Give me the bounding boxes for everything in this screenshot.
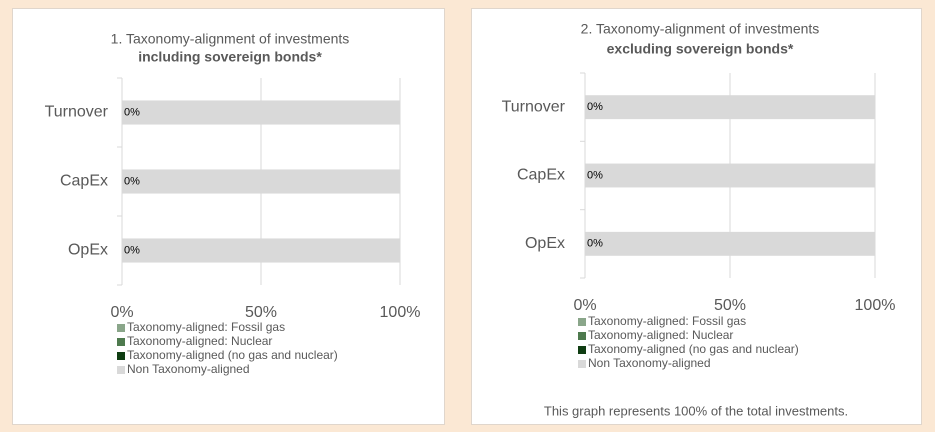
chart-title: 2. Taxonomy-alignment of investments — [581, 21, 820, 37]
legend-label: Taxonomy-aligned (no gas and nuclear) — [127, 348, 338, 362]
legend-label: Non Taxonomy-aligned — [588, 356, 711, 370]
y-tick-label: CapEx — [517, 167, 565, 184]
legend-label: Taxonomy-aligned: Nuclear — [588, 328, 733, 342]
y-tick-label: Turnover — [502, 98, 566, 115]
panel — [12, 8, 445, 425]
y-tick-label: CapEx — [60, 173, 108, 190]
x-tick-label: 50% — [245, 304, 277, 321]
bar-segment — [122, 100, 400, 125]
footnote: This graph represents 100% of the total … — [544, 403, 848, 418]
legend-label: Non Taxonomy-aligned — [127, 362, 250, 376]
data-label: 0% — [124, 244, 140, 256]
legend-label: Taxonomy-aligned: Fossil gas — [127, 320, 285, 334]
legend-label: Taxonomy-aligned (no gas and nuclear) — [588, 342, 799, 356]
bar-segment — [122, 169, 400, 194]
legend-label: Taxonomy-aligned: Nuclear — [127, 334, 272, 348]
legend-swatch — [117, 324, 125, 332]
x-tick-label: 50% — [714, 297, 746, 314]
chart-title: 1. Taxonomy-alignment of investments — [111, 31, 350, 47]
legend-swatch — [578, 346, 586, 354]
y-tick-label: OpEx — [68, 242, 108, 259]
legend-label: Taxonomy-aligned: Fossil gas — [588, 314, 746, 328]
bar-segment — [585, 231, 875, 256]
data-label: 0% — [587, 169, 603, 181]
x-tick-label: 100% — [380, 304, 421, 321]
y-tick-label: Turnover — [45, 104, 109, 121]
x-tick-label: 100% — [855, 297, 896, 314]
panel — [471, 8, 922, 425]
legend-swatch — [117, 352, 125, 360]
legend-swatch — [578, 360, 586, 368]
legend-swatch — [578, 332, 586, 340]
bar-segment — [585, 95, 875, 120]
y-tick-label: OpEx — [525, 235, 565, 252]
legend-swatch — [578, 318, 586, 326]
data-label: 0% — [124, 106, 140, 118]
legend-swatch — [117, 338, 125, 346]
data-label: 0% — [587, 101, 603, 113]
legend-swatch — [117, 366, 125, 374]
data-label: 0% — [587, 238, 603, 250]
bar-segment — [122, 238, 400, 263]
data-label: 0% — [124, 175, 140, 187]
chart-subtitle: excluding sovereign bonds* — [607, 41, 794, 57]
x-tick-label: 0% — [110, 304, 133, 321]
bar-segment — [585, 163, 875, 188]
chart-subtitle: including sovereign bonds* — [138, 49, 322, 65]
x-tick-label: 0% — [573, 297, 596, 314]
